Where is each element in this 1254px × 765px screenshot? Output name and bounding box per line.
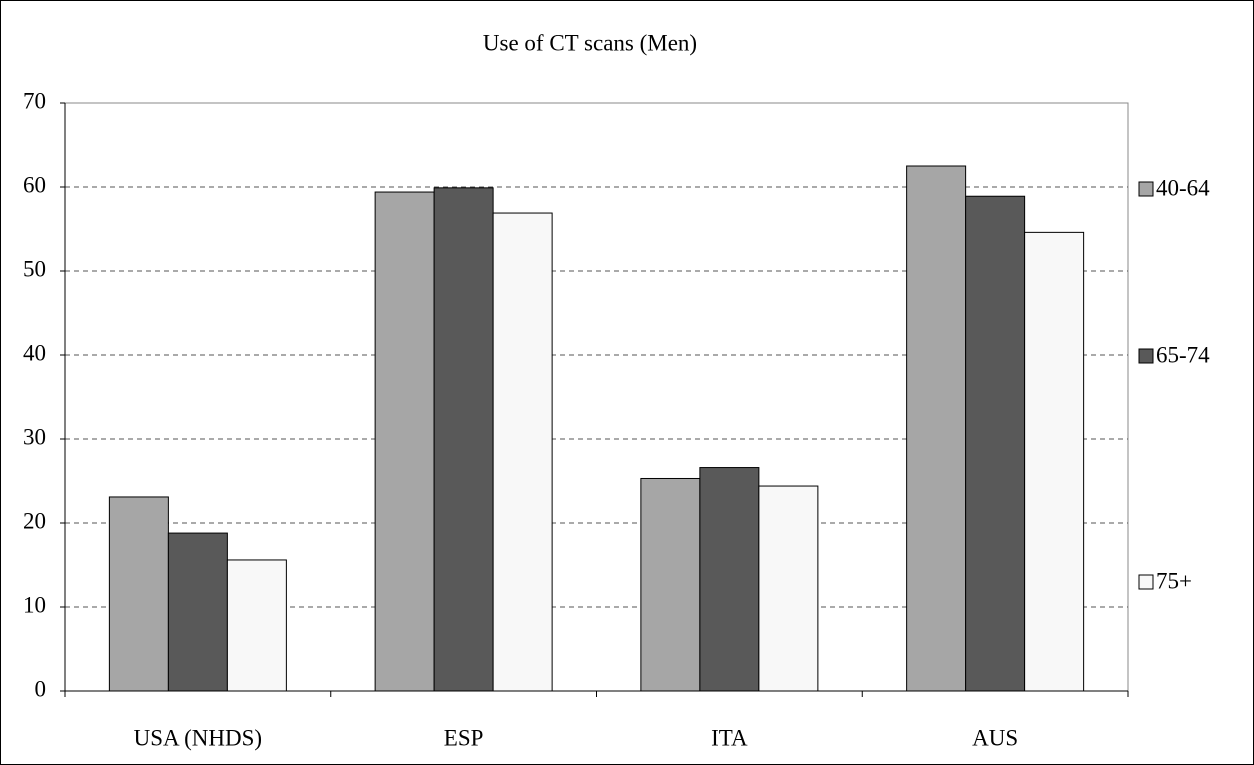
bar	[374, 191, 435, 692]
y-tick-label: 60	[23, 172, 46, 197]
x-tick-label: ESP	[444, 725, 484, 750]
bar	[640, 477, 701, 692]
bar	[699, 467, 760, 692]
bar	[758, 485, 819, 692]
x-tick-label: AUS	[972, 725, 1018, 750]
legend-label: 65-74	[1156, 342, 1210, 367]
bar	[108, 496, 169, 692]
x-tick-label: ITA	[711, 725, 748, 750]
x-tick-label: USA (NHDS)	[134, 725, 262, 750]
bar	[226, 559, 287, 692]
bar	[433, 187, 494, 692]
y-tick-label: 30	[23, 424, 46, 449]
legend-label: 40-64	[1156, 175, 1210, 200]
y-tick-label: 40	[23, 340, 46, 365]
bar	[492, 212, 553, 692]
y-tick-label: 0	[35, 676, 47, 701]
bar	[1024, 231, 1085, 692]
y-tick-label: 70	[23, 88, 46, 113]
bar	[906, 165, 967, 692]
chart-title: Use of CT scans (Men)	[483, 30, 697, 55]
legend-swatch	[1138, 181, 1154, 197]
legend-swatch	[1138, 574, 1154, 590]
y-tick-label: 20	[23, 508, 46, 533]
y-tick-label: 10	[23, 592, 46, 617]
legend-swatch	[1138, 348, 1154, 364]
bar	[965, 195, 1026, 692]
bar	[167, 532, 228, 692]
y-tick-label: 50	[23, 256, 46, 281]
legend-label: 75+	[1156, 568, 1192, 593]
